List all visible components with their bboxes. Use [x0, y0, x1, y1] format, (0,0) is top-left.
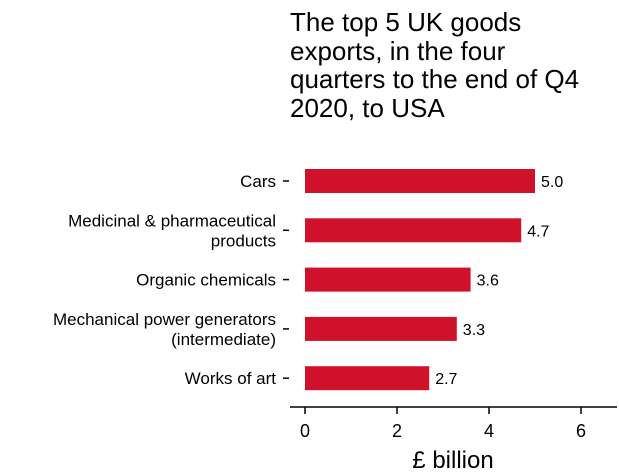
chart-title-line: The top 5 UK goods — [290, 7, 522, 37]
category-label: Works of art — [185, 369, 277, 388]
category-label-line: products — [211, 231, 276, 250]
category-label-line: (intermediate) — [171, 330, 276, 349]
category-label-line: Cars — [240, 172, 276, 191]
bar-value-label: 3.3 — [463, 322, 485, 339]
category-labels: Cars Medicinal & pharmaceutical products Or… — [53, 172, 289, 388]
bar-value-label: 5.0 — [541, 174, 563, 191]
bar — [305, 267, 471, 292]
category-label: Medicinal & pharmaceutical products — [68, 211, 276, 250]
x-axis-label: £ billion — [412, 447, 493, 474]
category-label-line: Organic chemicals — [136, 271, 276, 290]
bar — [305, 316, 457, 341]
x-ticks: 0 2 4 6 — [300, 407, 586, 441]
bars-group — [305, 169, 535, 391]
bar — [305, 169, 535, 193]
chart-title-line: exports, in the four — [290, 35, 506, 66]
category-label-line: Mechanical power generators — [53, 310, 276, 329]
chart-title-line: 2020, to USA — [290, 92, 445, 123]
value-labels: 5.0 4.7 3.6 3.3 2.7 — [435, 174, 563, 388]
category-label: Organic chemicals — [136, 271, 276, 290]
chart-title: The top 5 UK goods exports, in the four … — [290, 8, 615, 122]
x-tick-label: 2 — [392, 421, 402, 441]
category-label-line: Medicinal & pharmaceutical — [68, 211, 276, 230]
bar — [305, 218, 522, 243]
category-label: Cars — [240, 172, 276, 191]
chart-title-line: quarters to the end of Q4 — [290, 64, 580, 94]
x-tick-label: 4 — [484, 421, 494, 441]
bar — [305, 366, 430, 391]
bar-value-label: 4.7 — [527, 223, 549, 240]
x-tick-label: 6 — [576, 421, 586, 441]
category-label: Mechanical power generators (intermediate… — [53, 310, 276, 349]
bar-value-label: 2.7 — [435, 371, 457, 388]
x-tick-label: 0 — [300, 421, 310, 441]
category-label-line: Works of art — [185, 369, 277, 388]
bar-value-label: 3.6 — [477, 273, 499, 290]
